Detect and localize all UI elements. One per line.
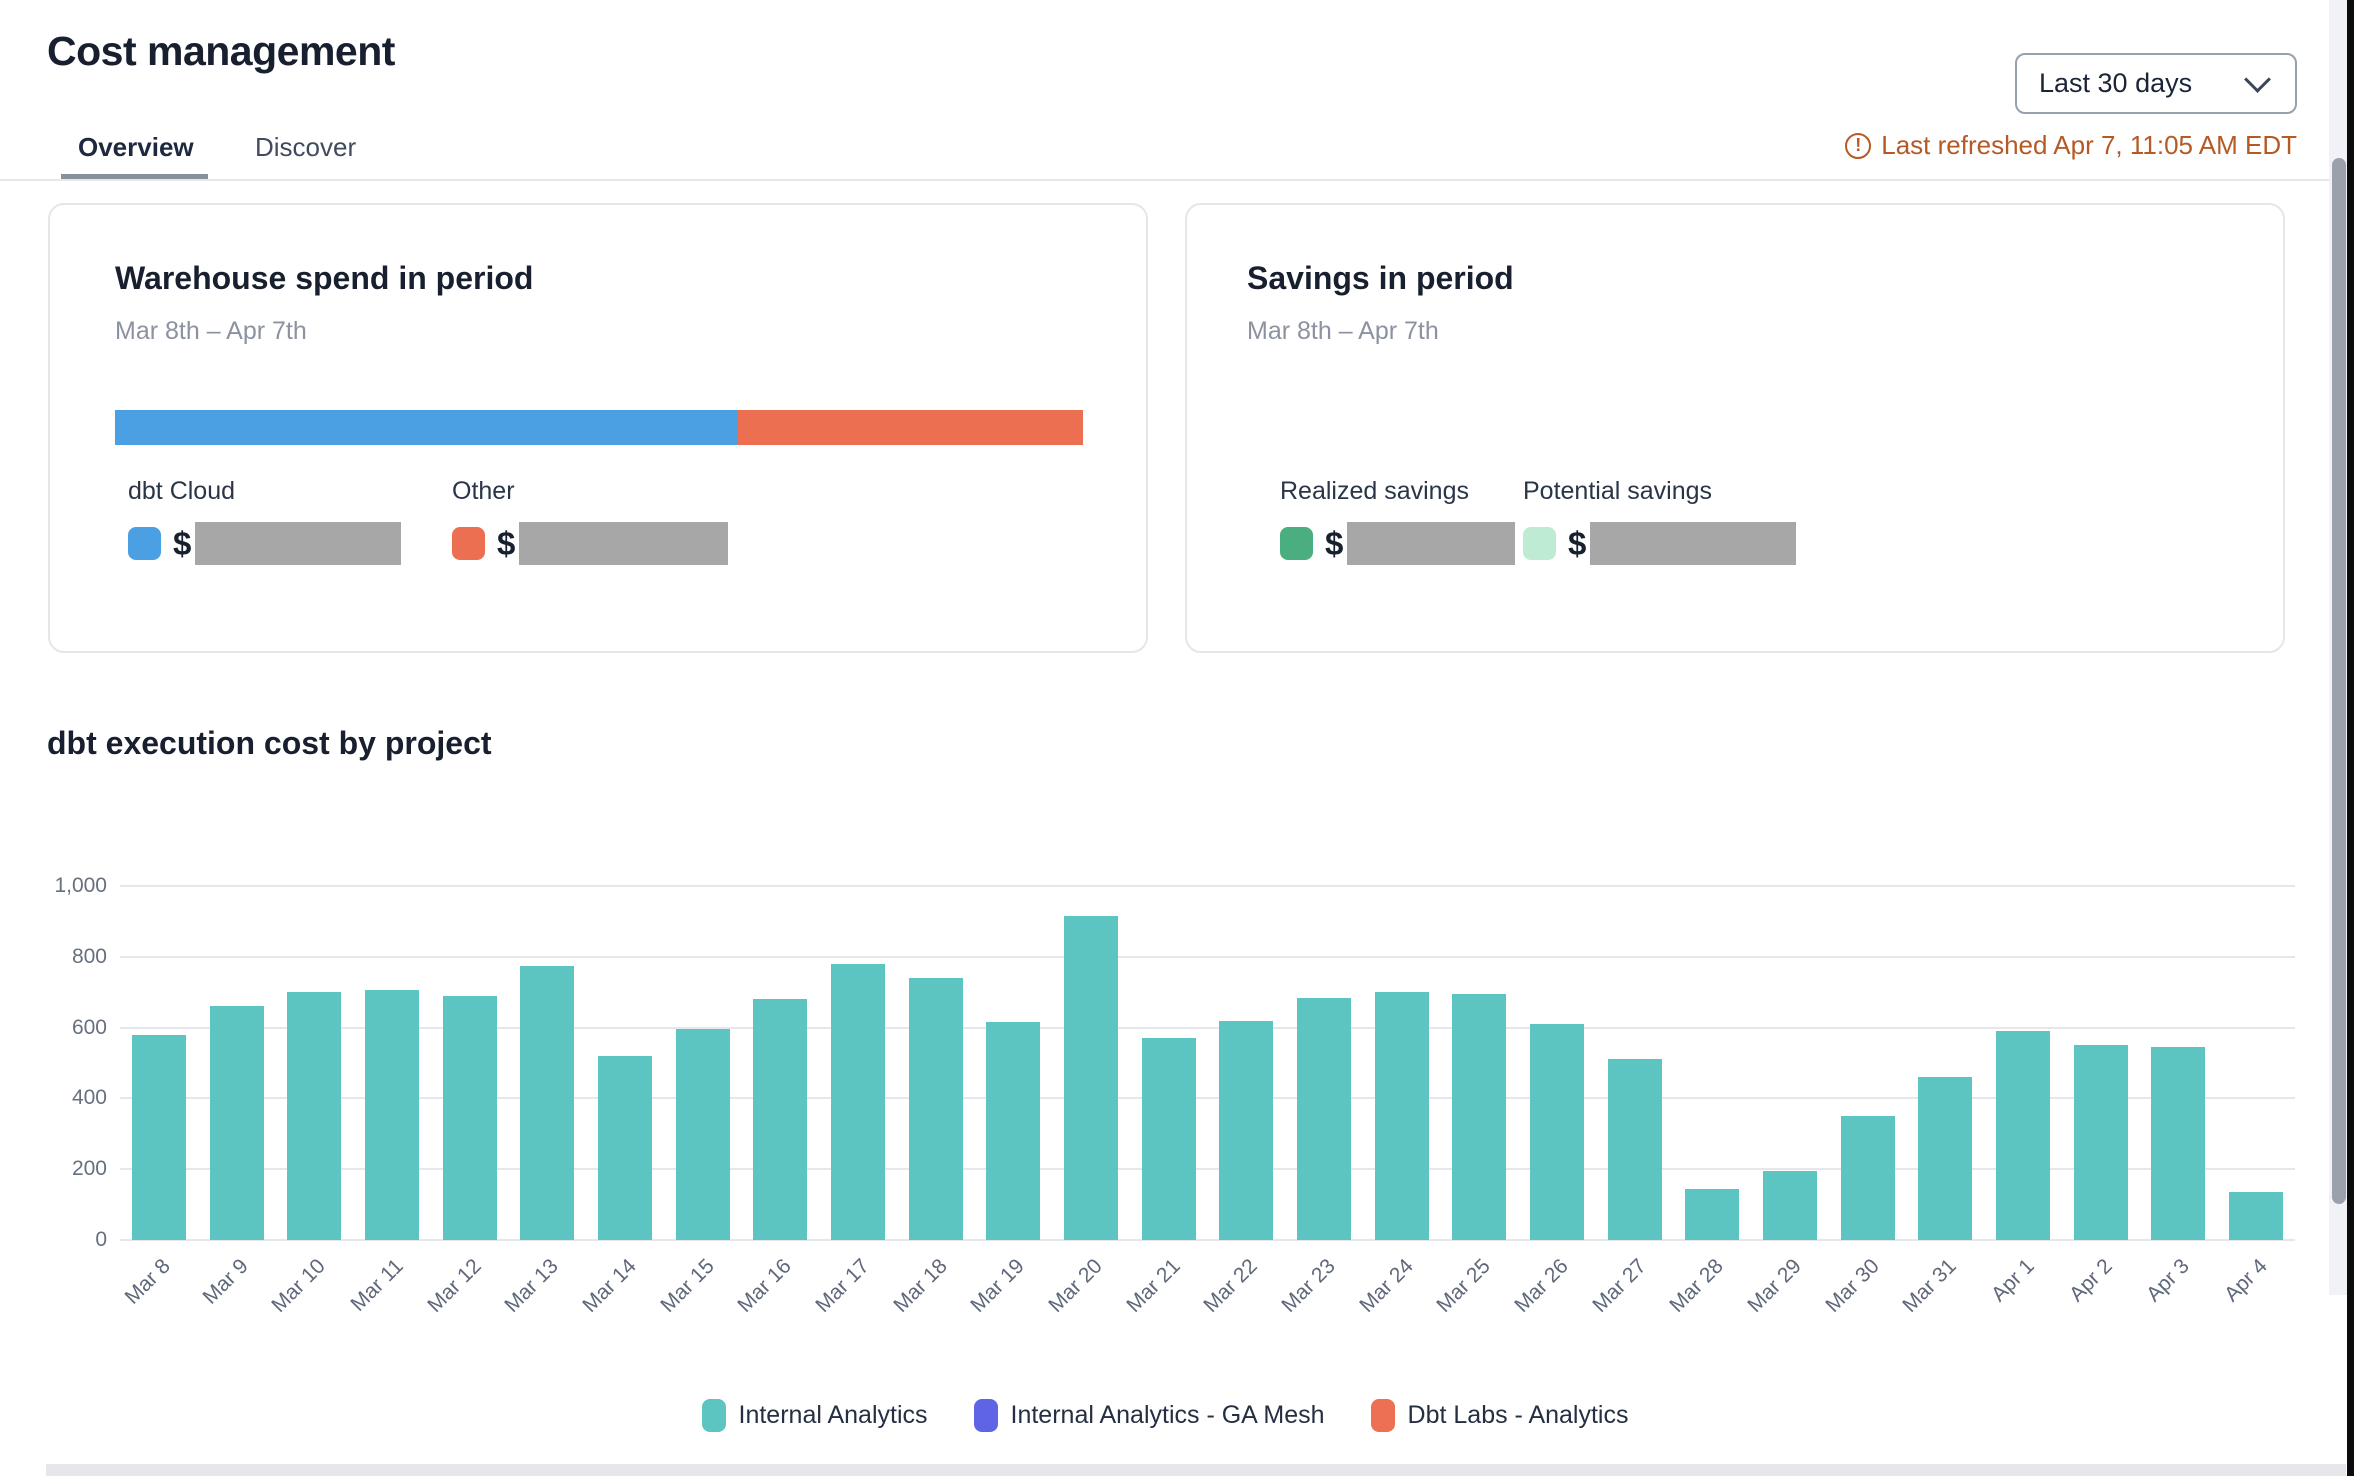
bar-mar-26[interactable] xyxy=(1530,1024,1585,1240)
warehouse-spend-card: Warehouse spend in period Mar 8th – Apr … xyxy=(48,203,1148,653)
horizontal-scrollbar[interactable] xyxy=(46,1464,2346,1476)
screen-right-edge xyxy=(2347,0,2354,1476)
bar-mar-15[interactable] xyxy=(675,1029,730,1240)
last-refreshed-status: ! Last refreshed Apr 7, 11:05 AM EDT xyxy=(1830,130,2297,161)
redacted-value xyxy=(519,522,729,565)
legend-swatch xyxy=(701,1398,726,1432)
legend-swatch xyxy=(973,1398,998,1432)
active-tab-underline xyxy=(61,174,208,180)
card-title: Savings in period xyxy=(1247,260,1514,296)
bar-mar-20[interactable] xyxy=(1063,916,1118,1240)
alert-circle-icon: ! xyxy=(1845,132,1872,159)
other-swatch xyxy=(452,527,485,560)
bar-apr-1[interactable] xyxy=(1996,1031,2051,1240)
tabs-divider xyxy=(0,179,2330,181)
date-range-select[interactable]: Last 30 days xyxy=(2015,53,2297,114)
y-axis-tick-label: 800 xyxy=(71,944,107,968)
metric-label: Realized savings xyxy=(1280,477,1469,505)
metric-label: dbt Cloud xyxy=(128,477,236,505)
metric-label: Other xyxy=(452,477,515,505)
y-axis-tick-label: 200 xyxy=(71,1157,107,1181)
bar-mar-27[interactable] xyxy=(1607,1059,1662,1240)
gridline-y-1000 xyxy=(120,885,2295,887)
legend-swatch xyxy=(1370,1398,1395,1432)
bar-mar-12[interactable] xyxy=(442,995,497,1240)
dollar-sign: $ xyxy=(1325,524,1344,562)
gridline-y-400 xyxy=(120,1097,2295,1100)
legend-item-internal-analytics-ga-mesh[interactable]: Internal Analytics - GA Mesh xyxy=(973,1398,1325,1432)
bar-mar-31[interactable] xyxy=(1918,1077,1973,1240)
chart-title: dbt execution cost by project xyxy=(47,725,492,761)
tab-discover[interactable]: Discover xyxy=(255,132,357,162)
realized-savings-metric: Realized savings $ xyxy=(1280,477,1516,565)
legend-label: Internal Analytics - GA Mesh xyxy=(1010,1400,1325,1429)
y-axis-tick-label: 1,000 xyxy=(54,874,107,897)
bar-mar-23[interactable] xyxy=(1297,997,1352,1240)
dollar-sign: $ xyxy=(1568,524,1587,562)
bar-mar-28[interactable] xyxy=(1685,1188,1740,1240)
bar-apr-4[interactable] xyxy=(2229,1192,2284,1240)
gridline-y-800 xyxy=(120,955,2295,958)
redacted-value xyxy=(1590,522,1797,565)
potential-savings-metric: Potential savings $ xyxy=(1523,477,1797,565)
other-segment xyxy=(738,410,1083,445)
tab-overview[interactable]: Overview xyxy=(78,132,194,162)
bar-apr-3[interactable] xyxy=(2151,1047,2206,1240)
bar-mar-29[interactable] xyxy=(1763,1170,1818,1240)
card-subtitle: Mar 8th – Apr 7th xyxy=(115,317,307,345)
bar-mar-9[interactable] xyxy=(209,1006,264,1240)
redacted-value xyxy=(195,522,402,565)
card-title: Warehouse spend in period xyxy=(115,260,534,296)
bar-apr-2[interactable] xyxy=(2073,1045,2128,1240)
vertical-scrollbar-thumb[interactable] xyxy=(2332,158,2346,1204)
bar-mar-21[interactable] xyxy=(1141,1038,1196,1240)
y-axis-tick-label: 600 xyxy=(71,1015,107,1039)
potential-savings-swatch xyxy=(1523,527,1556,560)
legend-label: Internal Analytics xyxy=(738,1400,928,1429)
dbt-cloud-metric: dbt Cloud $ xyxy=(128,477,402,565)
metric-label: Potential savings xyxy=(1523,477,1713,505)
y-axis-tick-label: 0 xyxy=(95,1228,107,1251)
gridline-y-600 xyxy=(120,1026,2295,1029)
gridline-y-200 xyxy=(120,1168,2295,1171)
gridline-y-0 xyxy=(120,1239,2295,1241)
bar-mar-10[interactable] xyxy=(287,992,342,1240)
chart-legend: Internal Analytics Internal Analytics - G… xyxy=(0,1392,2330,1438)
realized-savings-swatch xyxy=(1280,527,1313,560)
bar-mar-17[interactable] xyxy=(830,963,885,1240)
redacted-value xyxy=(1347,522,1516,565)
bar-mar-8[interactable] xyxy=(131,1034,186,1240)
bar-mar-18[interactable] xyxy=(908,978,963,1240)
bar-mar-19[interactable] xyxy=(986,1022,1041,1240)
bar-mar-11[interactable] xyxy=(364,990,419,1240)
page-title: Cost management xyxy=(47,28,395,74)
dollar-sign: $ xyxy=(173,524,192,562)
bar-mar-13[interactable] xyxy=(520,965,575,1240)
legend-item-dbt-labs-analytics[interactable]: Dbt Labs - Analytics xyxy=(1370,1398,1629,1432)
bar-mar-16[interactable] xyxy=(753,999,808,1240)
execution-cost-chart: 0 200 400 600 800 1,000 Mar 8 Mar 9 Mar 10 Mar 11… xyxy=(0,860,2354,1420)
bar-mar-25[interactable] xyxy=(1452,993,1507,1240)
chevron-down-icon xyxy=(2244,66,2271,93)
bar-mar-24[interactable] xyxy=(1374,992,1429,1240)
bar-mar-30[interactable] xyxy=(1840,1116,1895,1240)
dbt-cloud-swatch xyxy=(128,527,161,560)
other-metric: Other $ xyxy=(452,477,729,565)
spend-stacked-bar xyxy=(115,410,1083,445)
bar-mar-22[interactable] xyxy=(1219,1020,1274,1240)
y-axis-tick-label: 400 xyxy=(71,1086,107,1110)
date-range-value: Last 30 days xyxy=(2039,68,2193,98)
last-refreshed-text: Last refreshed Apr 7, 11:05 AM EDT xyxy=(1881,130,2297,160)
dollar-sign: $ xyxy=(497,524,516,562)
card-subtitle: Mar 8th – Apr 7th xyxy=(1247,317,1439,345)
legend-item-internal-analytics[interactable]: Internal Analytics xyxy=(701,1398,928,1432)
savings-card: Savings in period Mar 8th – Apr 7th Real… xyxy=(1185,203,2285,653)
legend-label: Dbt Labs - Analytics xyxy=(1407,1400,1629,1429)
dbt-cloud-segment xyxy=(115,410,739,445)
bar-mar-14[interactable] xyxy=(597,1055,652,1240)
